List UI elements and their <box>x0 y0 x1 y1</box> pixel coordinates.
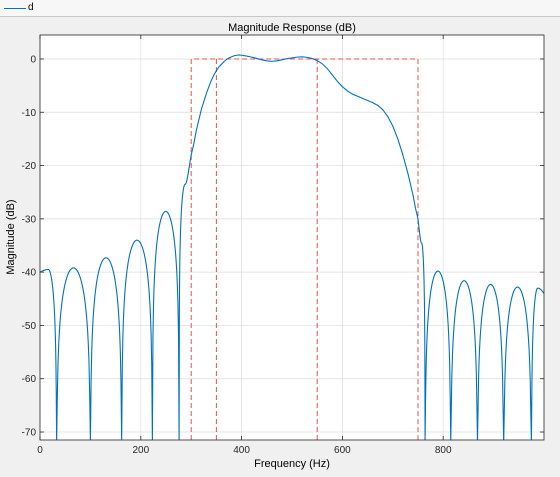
series-line-d <box>40 54 544 440</box>
x-axis-label: Frequency (Hz) <box>254 458 330 470</box>
x-tick-label: 400 <box>233 445 250 456</box>
chart-title: Magnitude Response (dB) <box>228 22 356 34</box>
y-tick-label: -10 <box>22 108 37 119</box>
y-tick-label: -40 <box>22 268 37 279</box>
y-tick-label: -30 <box>22 214 37 225</box>
legend-swatch-d <box>4 7 26 9</box>
legend-entry-d[interactable]: d <box>4 1 34 15</box>
series-group <box>40 54 544 440</box>
y-axis-label: Magnitude (dB) <box>5 199 17 274</box>
y-tick-label: 0 <box>30 54 36 65</box>
axes-background <box>40 35 544 440</box>
x-tick-group: 0 200 400 600 800 <box>37 35 452 456</box>
plot-area: 0 200 400 600 800 0 -10 -20 -30 -40 -50 -60 -70 Mag… <box>0 18 560 477</box>
legend-bar: d <box>0 0 560 17</box>
y-tick-label: -60 <box>22 374 37 385</box>
y-tick-label: -70 <box>22 428 37 439</box>
y-tick-label: -50 <box>22 321 37 332</box>
magnitude-response-chart[interactable]: 0 200 400 600 800 0 -10 -20 -30 -40 -50 -60 -70 Mag… <box>0 18 560 477</box>
x-tick-label: 800 <box>435 445 452 456</box>
axes-frame <box>39 34 545 441</box>
x-tick-label: 200 <box>132 445 149 456</box>
legend-label-d: d <box>28 2 34 13</box>
x-tick-label: 600 <box>334 445 351 456</box>
y-tick-group: 0 -10 -20 -30 -40 -50 -60 -70 <box>22 54 544 439</box>
x-tick-label: 0 <box>37 445 43 456</box>
y-tick-label: -20 <box>22 161 37 172</box>
